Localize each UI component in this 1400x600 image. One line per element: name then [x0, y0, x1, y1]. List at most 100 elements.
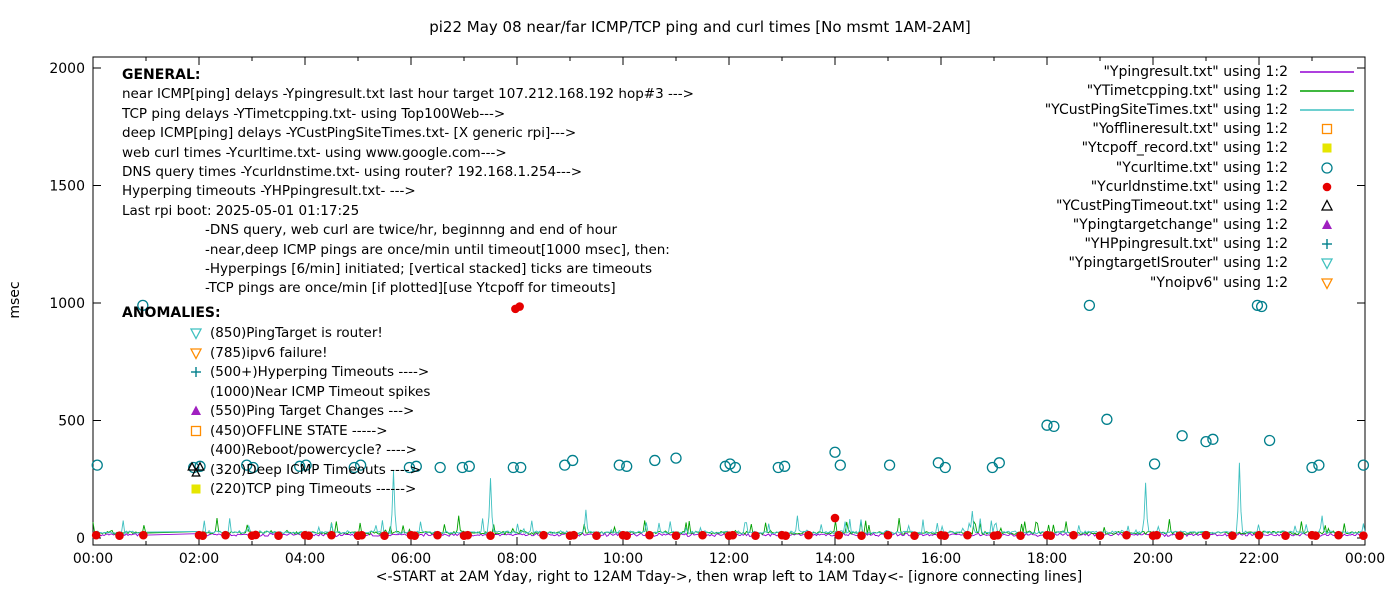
general-line: deep ICMP[ping] delays -YCustPingSiteTim… — [122, 125, 577, 142]
tri-down-open-icon — [184, 326, 208, 341]
legend-label: "Ycurldnstime.txt" using 1:2 — [1090, 178, 1288, 195]
general-line: Hyperping timeouts -YHPpingresult.txt- -… — [122, 183, 416, 200]
general-note: -TCP pings are once/min [if plotted][use… — [205, 280, 616, 297]
plus-icon — [184, 365, 208, 379]
legend-entry: "YCustPingSiteTimes.txt" using 1:2 — [1045, 100, 1356, 119]
anomaly-text: (500+)Hyperping Timeouts ----> — [210, 364, 430, 381]
legend-label: "YCustPingTimeout.txt" using 1:2 — [1055, 197, 1288, 214]
legend-sample-circle-open-icon — [1298, 161, 1356, 175]
legend-label: "Ytcpoff_record.txt" using 1:2 — [1081, 140, 1288, 157]
anomalies-heading: ANOMALIES: — [122, 305, 221, 321]
general-note: -near,deep ICMP pings are once/min until… — [205, 241, 670, 258]
y-tick-label: 1000 — [49, 296, 85, 312]
legend-entry: "YpingtargetISrouter" using 1:2 — [1045, 254, 1356, 273]
anomaly-item: (785)ipv6 failure! — [122, 343, 430, 363]
anomaly-text: (220)TCP ping Timeouts ------> — [210, 481, 417, 498]
y-tick-label: 0 — [76, 531, 85, 547]
general-line: near ICMP[ping] delays -Ypingresult.txt … — [122, 86, 694, 103]
anomaly-text: (785)ipv6 failure! — [210, 344, 328, 361]
legend-label: "Ypingresult.txt" using 1:2 — [1103, 63, 1288, 80]
x-tick-label: 16:00 — [921, 551, 961, 567]
tri-stack-icon — [184, 461, 208, 479]
tri-down-open-icon — [184, 346, 208, 360]
x-tick-label: 18:00 — [1027, 551, 1067, 567]
general-line: web curl times -Ycurltime.txt- using www… — [122, 144, 507, 161]
legend-sample-line-icon — [1298, 84, 1356, 98]
y-tick-label: 500 — [58, 414, 85, 430]
legend-label: "Ypingtargetchange" using 1:2 — [1072, 217, 1288, 234]
legend-label: "YpingtargetISrouter" using 1:2 — [1068, 255, 1288, 272]
anomaly-item: (220)TCP ping Timeouts ------> — [122, 480, 430, 500]
legend-entry: "Yofflineresult.txt" using 1:2 — [1045, 120, 1356, 139]
anomaly-text: (1000)Near ICMP Timeout spikes — [210, 383, 431, 400]
legend-sample-tri-up-filled-icon — [1298, 218, 1356, 232]
chart-title: pi22 May 08 near/far ICMP/TCP ping and c… — [429, 18, 971, 36]
series-points-Ycurltime.txt — [91, 299, 1370, 474]
anomaly-item: (450)OFFLINE STATE -----> — [122, 421, 430, 441]
legend-sample-line-icon — [1298, 65, 1356, 79]
anomaly-item: (550)Ping Target Changes ---> — [122, 402, 430, 422]
anomaly-text: (320)Deep ICMP Timeouts ----> — [210, 461, 421, 478]
x-tick-label: 02:00 — [179, 551, 219, 567]
legend-sample-tri-down-open-icon — [1298, 256, 1356, 271]
legend-label: "Yofflineresult.txt" using 1:2 — [1092, 121, 1288, 138]
x-tick-label: 10:00 — [603, 551, 643, 567]
x-tick-label: 00:00 — [73, 551, 113, 567]
legend-entry: "YCustPingTimeout.txt" using 1:2 — [1045, 196, 1356, 215]
general-note: -DNS query, web curl are twice/hr, begin… — [205, 222, 618, 239]
x-tick-label: 00:00 — [1345, 551, 1385, 567]
square-filled-icon — [184, 482, 208, 496]
y-axis-label: msec — [7, 281, 23, 319]
square-open-icon — [184, 424, 208, 438]
legend-label: "YCustPingSiteTimes.txt" using 1:2 — [1044, 101, 1288, 118]
anomaly-item: (850)PingTarget is router! — [122, 324, 430, 344]
legend-entry: "YHPpingresult.txt" using 1:2 — [1045, 235, 1356, 254]
legend-label: "YTimetcpping.txt" using 1:2 — [1086, 82, 1288, 99]
general-note: -Hyperpings [6/min] initiated; [vertical… — [205, 261, 653, 278]
general-notes-block: GENERAL: near ICMP[ping] delays -Ypingres… — [122, 66, 694, 299]
general-line: Last rpi boot: 2025-05-01 01:17:25 — [122, 202, 360, 219]
anomaly-item: (400)Reboot/powercycle? ----> — [122, 441, 430, 461]
anomaly-text: (400)Reboot/powercycle? ----> — [210, 442, 417, 459]
legend-sample-tri-down-open-icon — [1298, 276, 1356, 290]
x-tick-label: 22:00 — [1239, 551, 1279, 567]
general-line: DNS query times -Ycurldnstime.txt- using… — [122, 164, 583, 181]
legend-entry: "Ypingtargetchange" using 1:2 — [1045, 216, 1356, 235]
anomaly-item: (1000)Near ICMP Timeout spikes — [122, 382, 430, 402]
tri-up-filled-icon — [184, 404, 208, 418]
legend: "Ypingresult.txt" using 1:2 "YTimetcpping… — [1045, 62, 1356, 292]
y-tick-label: 2000 — [49, 61, 85, 77]
legend-sample-square-filled-icon — [1298, 141, 1356, 155]
series-points-Ycurldnstime.txt — [91, 302, 1368, 540]
legend-entry: "Ycurltime.txt" using 1:2 — [1045, 158, 1356, 177]
legend-entry: "Ytcpoff_record.txt" using 1:2 — [1045, 139, 1356, 158]
legend-label: "Ynoipv6" using 1:2 — [1149, 274, 1288, 291]
anomaly-item: (500+)Hyperping Timeouts ----> — [122, 363, 430, 383]
legend-sample-circle-filled-icon — [1298, 180, 1356, 194]
legend-entry: "Ypingresult.txt" using 1:2 — [1045, 62, 1356, 81]
x-tick-label: 08:00 — [497, 551, 537, 567]
legend-label: "Ycurltime.txt" using 1:2 — [1115, 159, 1288, 176]
legend-sample-tri-up-open-icon — [1298, 199, 1356, 213]
x-axis-label: <-START at 2AM Yday, right to 12AM Tday-… — [375, 569, 1083, 585]
legend-entry: "YTimetcpping.txt" using 1:2 — [1045, 81, 1356, 100]
anomaly-text: (850)PingTarget is router! — [210, 325, 383, 342]
legend-sample-square-open-icon — [1298, 122, 1356, 136]
legend-label: "YHPpingresult.txt" using 1:2 — [1084, 236, 1288, 253]
anomaly-text: (550)Ping Target Changes ---> — [210, 403, 415, 420]
general-line: TCP ping delays -YTimetcpping.txt- using… — [122, 105, 506, 122]
x-tick-label: 14:00 — [815, 551, 855, 567]
legend-sample-line-icon — [1298, 103, 1356, 117]
anomalies-block: ANOMALIES: (850)PingTarget is router! (785… — [122, 304, 430, 499]
legend-entry: "Ycurldnstime.txt" using 1:2 — [1045, 177, 1356, 196]
x-tick-label: 06:00 — [391, 551, 431, 567]
legend-entry: "Ynoipv6" using 1:2 — [1045, 273, 1356, 292]
series-line-YCustPingSiteTimes.txt — [92, 462, 1366, 536]
anomaly-item: (320)Deep ICMP Timeouts ----> — [122, 460, 430, 480]
x-tick-label: 12:00 — [709, 551, 749, 567]
general-heading: GENERAL: — [122, 67, 201, 83]
x-tick-label: 20:00 — [1133, 551, 1173, 567]
x-tick-label: 04:00 — [285, 551, 325, 567]
